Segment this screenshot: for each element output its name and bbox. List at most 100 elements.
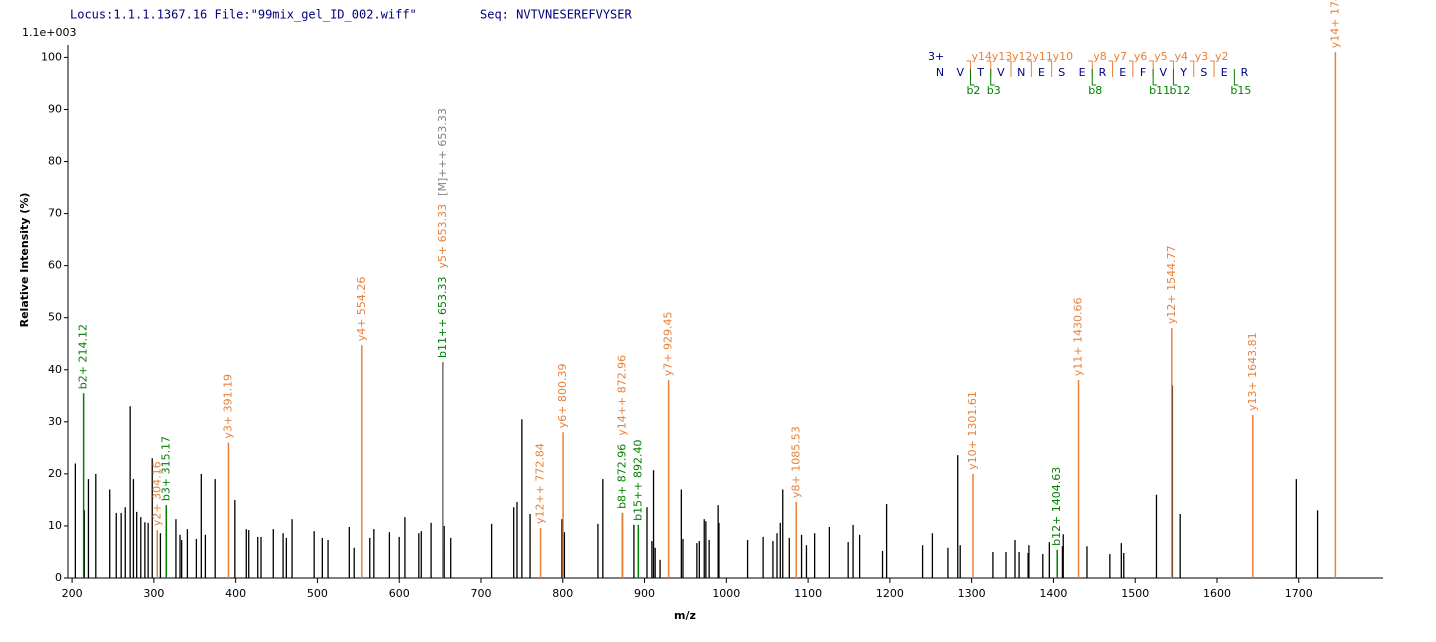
peak-label: y14++ 872.96 <box>615 355 628 436</box>
b-ion-label: b15 <box>1230 84 1251 97</box>
residue: T <box>976 66 984 79</box>
y-ion-marker <box>1108 60 1114 77</box>
y-ion-marker <box>966 60 971 77</box>
y-ion-label: y11 <box>1032 50 1053 63</box>
residue: S <box>1058 66 1065 79</box>
y-ion-marker <box>1128 60 1134 77</box>
x-tick-label: 1700 <box>1285 587 1313 600</box>
x-tick-label: 300 <box>143 587 164 600</box>
b-ion-label: b11 <box>1149 84 1170 97</box>
y-tick-label: 100 <box>41 50 62 63</box>
peak-label: b8+ 872.96 <box>615 444 628 509</box>
chart-subtitle: Seq: NVTVNESEREFVYSER <box>480 8 632 22</box>
residue: N <box>936 66 944 79</box>
y-ion-marker <box>1047 60 1053 77</box>
peak-label: b2+ 214.12 <box>77 324 90 389</box>
y-tick-label: 80 <box>48 155 62 168</box>
y-ion-marker <box>1189 60 1195 77</box>
peak-label: y8+ 1085.53 <box>789 426 802 498</box>
y-tick-label: 70 <box>48 207 62 220</box>
residue: R <box>1099 66 1107 79</box>
y-ion-label: y8 <box>1093 50 1107 63</box>
x-tick-label: 400 <box>225 587 246 600</box>
x-tick-label: 200 <box>62 587 83 600</box>
charge-label: 3+ <box>928 50 944 63</box>
y-ion-marker <box>1007 60 1012 77</box>
x-tick-label: 900 <box>634 587 655 600</box>
x-axis-label: m/z <box>674 609 696 622</box>
y-tick-label: 20 <box>48 467 62 480</box>
y-ion-marker <box>1088 60 1093 77</box>
peak-label: y12+ 1544.77 <box>1165 245 1178 324</box>
peak-label: [M]+++ 653.33 <box>436 108 449 196</box>
b-ion-marker <box>990 69 995 86</box>
peak-label: y3+ 391.19 <box>221 374 234 439</box>
peak-label: b15++ 892.40 <box>631 439 644 520</box>
y-ion-label: y2 <box>1215 50 1229 63</box>
y-ion-label: y13 <box>992 50 1013 63</box>
b-ion-label: b8 <box>1088 84 1102 97</box>
y-tick-label: 30 <box>48 415 62 428</box>
y-ion-label: y4 <box>1174 50 1188 63</box>
y-ion-label: y10 <box>1053 50 1074 63</box>
peak-label: y13+ 1643.81 <box>1246 332 1259 411</box>
x-tick-label: 1300 <box>958 587 986 600</box>
x-tick-label: 1000 <box>712 587 740 600</box>
y-tick-label: 50 <box>48 311 62 324</box>
y-ion-marker <box>986 60 992 77</box>
peak-label: y10+ 1301.61 <box>966 391 979 470</box>
y-ion-marker <box>1169 60 1174 77</box>
y-ion-label: y5 <box>1154 50 1168 63</box>
residue: E <box>1079 66 1086 79</box>
peak-label: y6+ 800.39 <box>556 364 569 429</box>
peak-label: y2+ 304.16 <box>150 461 163 526</box>
residue: S <box>1200 66 1207 79</box>
y-ion-label: y3 <box>1195 50 1209 63</box>
x-tick-label: 1500 <box>1121 587 1149 600</box>
residue: E <box>1221 66 1228 79</box>
b-ion-label: b3 <box>987 84 1001 97</box>
y-ion-marker <box>1210 60 1215 77</box>
peak-label: b12+ 1404.63 <box>1050 467 1063 546</box>
residue: V <box>997 66 1005 79</box>
peak-label: y4+ 554.26 <box>355 277 368 342</box>
peak-label: y7+ 929.45 <box>662 311 675 376</box>
peak-label: y11+ 1430.66 <box>1072 297 1085 376</box>
residue: Y <box>1179 66 1187 79</box>
x-tick-label: 800 <box>552 587 573 600</box>
x-tick-label: 1100 <box>794 587 822 600</box>
residue: V <box>957 66 965 79</box>
y-ion-label: y14 <box>971 50 992 63</box>
residue: R <box>1241 66 1249 79</box>
b-ion-marker <box>1091 69 1097 86</box>
x-tick-label: 500 <box>307 587 328 600</box>
x-tick-label: 600 <box>389 587 410 600</box>
residue: V <box>1160 66 1168 79</box>
chart-title: Locus:1.1.1.1367.16 File:"99mix_gel_ID_0… <box>70 8 417 22</box>
y-ion-marker <box>1027 60 1032 77</box>
residue: N <box>1017 66 1025 79</box>
y-ion-label: y6 <box>1134 50 1148 63</box>
y-tick-label: 10 <box>48 519 62 532</box>
peak-label: y5+ 653.33 <box>436 204 449 269</box>
scale-label: 1.1e+003 <box>22 26 76 39</box>
y-tick-label: 60 <box>48 259 62 272</box>
y-tick-label: 0 <box>55 571 62 584</box>
y-tick-label: 90 <box>48 102 62 115</box>
b-ion-marker <box>1152 69 1158 86</box>
peak-label: y12++ 772.84 <box>534 443 547 524</box>
peak-label: b3+ 315.17 <box>159 436 172 501</box>
x-tick-label: 1400 <box>1039 587 1067 600</box>
residue: F <box>1140 66 1146 79</box>
y-ion-label: y12 <box>1012 50 1033 63</box>
b-ion-label: b2 <box>966 84 980 97</box>
b-ion-label: b12 <box>1169 84 1190 97</box>
residue: E <box>1119 66 1126 79</box>
x-tick-label: 1600 <box>1203 587 1231 600</box>
y-ion-marker <box>1149 60 1154 77</box>
x-tick-label: 700 <box>470 587 491 600</box>
y-tick-label: 40 <box>48 363 62 376</box>
peak-label: b11++ 653.33 <box>436 277 449 358</box>
